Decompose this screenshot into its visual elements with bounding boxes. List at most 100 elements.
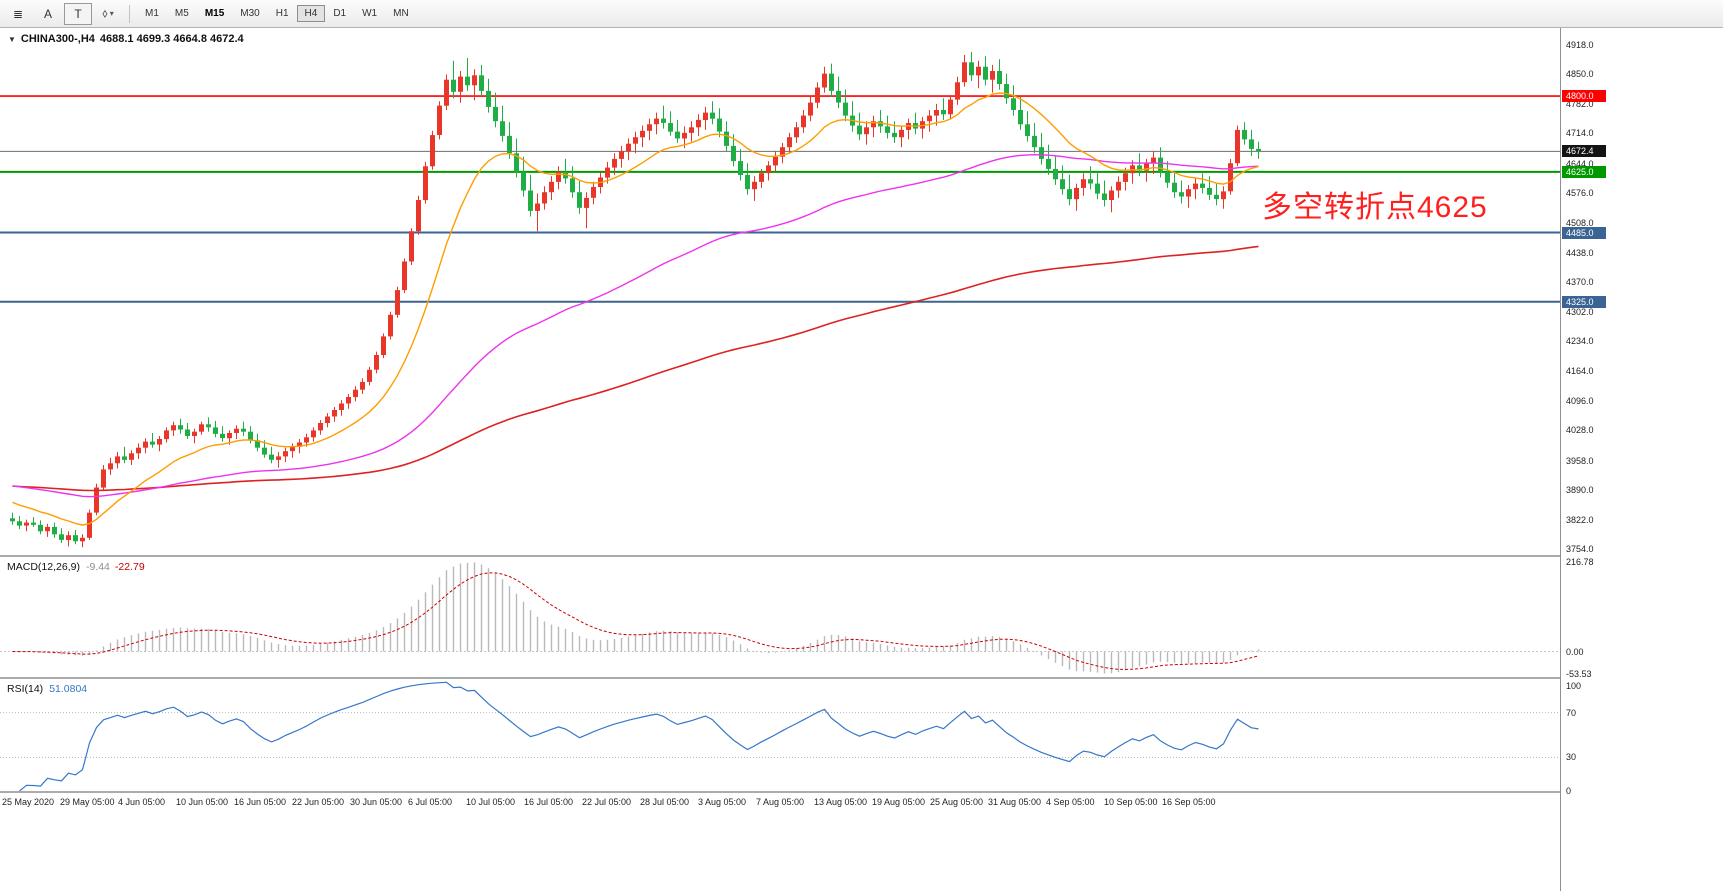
candle bbox=[248, 431, 253, 441]
candle bbox=[255, 440, 260, 448]
price-scale-tick: 4850.0 bbox=[1566, 69, 1594, 79]
candle bbox=[269, 454, 274, 460]
candle bbox=[822, 73, 827, 88]
candle bbox=[276, 456, 281, 460]
timeframe-H4[interactable]: H4 bbox=[296, 5, 326, 22]
rsi-scale-tick: 100 bbox=[1566, 681, 1582, 691]
candle bbox=[122, 456, 127, 460]
price-level-badge-4800.0: 4800.0 bbox=[1562, 90, 1606, 102]
time-axis-label: 16 Jul 05:00 bbox=[524, 797, 574, 807]
time-axis-label: 10 Jun 05:00 bbox=[176, 797, 229, 807]
candle bbox=[955, 82, 960, 100]
rsi-scale-tick: 0 bbox=[1566, 786, 1572, 796]
candle bbox=[570, 178, 575, 193]
time-axis-label: 25 Aug 05:00 bbox=[930, 797, 984, 807]
time-axis-label: 3 Aug 05:00 bbox=[698, 797, 747, 807]
panel-splitter[interactable] bbox=[0, 677, 1723, 679]
candle bbox=[829, 73, 834, 91]
candle bbox=[885, 126, 890, 133]
candle bbox=[752, 181, 757, 190]
timeframe-W1[interactable]: W1 bbox=[362, 8, 378, 19]
price-scale[interactable]: 4918.0 4850.0 4782.0 4714.0 4644.0 4576.0 4508… bbox=[1560, 28, 1723, 891]
timeframe-M1[interactable]: M1 bbox=[145, 8, 159, 19]
candle bbox=[346, 397, 351, 404]
macd-main-value: -9.44 bbox=[85, 561, 110, 573]
candle bbox=[1207, 187, 1212, 195]
windows-list-tool[interactable]: ≣ bbox=[12, 6, 24, 21]
candle bbox=[304, 437, 309, 443]
price-scale-tick: 4438.0 bbox=[1566, 248, 1594, 258]
timeframe-buttons-group: M1 M5 M15 M30 H1 H4 D1 W1 MN bbox=[137, 5, 417, 22]
candle bbox=[633, 137, 638, 144]
candle bbox=[626, 143, 631, 152]
candle bbox=[1179, 192, 1184, 197]
candles-layer bbox=[10, 51, 1261, 548]
toolbar-separator bbox=[129, 4, 130, 23]
candle bbox=[451, 79, 456, 92]
candle bbox=[1018, 110, 1023, 125]
text-tool[interactable]: T bbox=[64, 2, 92, 25]
collapse-triangle-icon[interactable]: ▼ bbox=[8, 34, 16, 44]
timeframe-M5[interactable]: M5 bbox=[174, 8, 189, 19]
timeframe-M15[interactable]: M15 bbox=[204, 8, 225, 19]
candle bbox=[94, 487, 99, 513]
rsi-canvas[interactable] bbox=[0, 679, 1560, 791]
chart-annotation-text[interactable]: 多空转折点4625 bbox=[1262, 191, 1488, 224]
macd-scale-tick: 216.78 bbox=[1566, 557, 1594, 567]
macd-name: MACD(12,26,9) bbox=[7, 561, 80, 573]
candle bbox=[59, 534, 64, 540]
candle bbox=[10, 518, 15, 522]
candle bbox=[311, 430, 316, 438]
candle bbox=[682, 132, 687, 139]
price-chart-canvas[interactable] bbox=[0, 28, 1560, 555]
candle bbox=[1081, 179, 1086, 188]
ma-fast-line bbox=[12, 92, 1259, 526]
candle bbox=[934, 110, 939, 116]
timeframe-M30[interactable]: M30 bbox=[240, 8, 260, 19]
candle bbox=[1011, 98, 1016, 110]
candle bbox=[640, 130, 645, 138]
candle bbox=[31, 522, 36, 525]
price-level-badge-4325.0: 4325.0 bbox=[1562, 296, 1606, 308]
candle bbox=[367, 369, 372, 382]
price-scale-tick: 4234.0 bbox=[1566, 336, 1594, 346]
candle bbox=[836, 90, 841, 103]
candle bbox=[115, 456, 120, 464]
panel-splitter[interactable] bbox=[0, 555, 1723, 557]
candle bbox=[1186, 189, 1191, 197]
candle bbox=[493, 106, 498, 122]
candle bbox=[1060, 179, 1065, 190]
rsi-label: RSI(14) 51.0804 bbox=[7, 683, 87, 695]
macd-signal-value: -22.79 bbox=[114, 561, 145, 573]
candle bbox=[1046, 158, 1051, 169]
candle bbox=[759, 173, 764, 182]
time-axis[interactable]: 25 May 2020 29 May 05:00 4 Jun 05:00 10 Jun… bbox=[0, 793, 1560, 817]
timeframe-MN[interactable]: MN bbox=[393, 8, 409, 19]
candle bbox=[24, 522, 29, 526]
candle bbox=[647, 124, 652, 131]
time-axis-label: 31 Aug 05:00 bbox=[988, 797, 1042, 807]
candle bbox=[668, 123, 673, 132]
candle bbox=[1158, 157, 1163, 172]
candle bbox=[703, 112, 708, 120]
panel-splitter[interactable] bbox=[0, 791, 1723, 793]
cursor-tool[interactable]: A bbox=[43, 6, 52, 21]
time-axis-label: 25 May 2020 bbox=[2, 797, 55, 807]
macd-canvas[interactable] bbox=[0, 557, 1560, 677]
timeframe-D1[interactable]: D1 bbox=[333, 8, 347, 19]
rsi-name: RSI(14) bbox=[7, 683, 44, 695]
shapes-tool[interactable]: ⬨ ▾ bbox=[102, 6, 114, 20]
candle bbox=[1200, 183, 1205, 188]
price-scale-tick: 4028.0 bbox=[1566, 425, 1594, 435]
candle bbox=[1221, 191, 1226, 200]
timeframe-H1[interactable]: H1 bbox=[275, 8, 289, 19]
candle bbox=[997, 71, 1002, 84]
candle bbox=[1256, 148, 1261, 152]
macd-label: MACD(12,26,9) -9.44 -22.79 bbox=[7, 561, 145, 573]
candle bbox=[1025, 124, 1030, 136]
candle bbox=[1032, 135, 1037, 148]
candle bbox=[108, 463, 113, 470]
candle bbox=[801, 115, 806, 128]
candle bbox=[45, 526, 50, 532]
price-scale-tick: 4508.0 bbox=[1566, 218, 1594, 228]
